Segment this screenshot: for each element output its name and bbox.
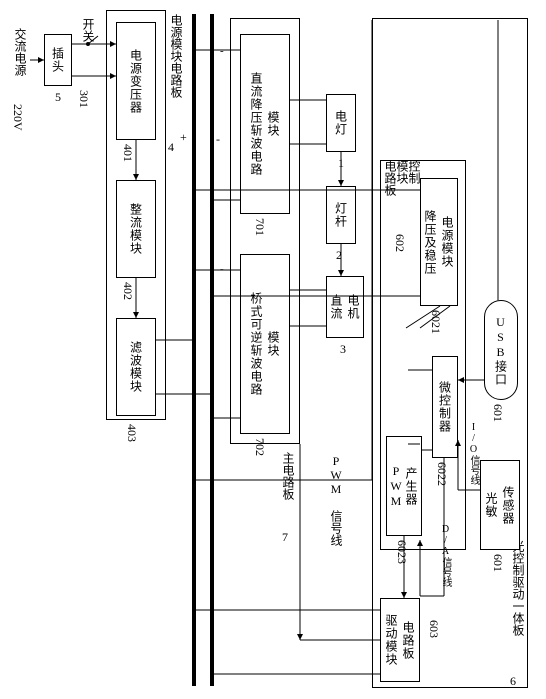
- psu-board-num: 4: [168, 140, 174, 155]
- ctrl-board-num: 602: [392, 234, 407, 252]
- switch-label: 开关: [80, 18, 97, 42]
- filter-box: 滤波模块: [116, 318, 156, 416]
- main-board-num: 7: [282, 530, 288, 545]
- pwm-line-label: PWM 信号线: [328, 454, 345, 546]
- mcu-num: 6022: [434, 462, 449, 486]
- svg-text:-: -: [220, 45, 224, 57]
- plug-num: 5: [55, 90, 61, 105]
- plus-rail: [192, 14, 196, 686]
- rectifier-box: 整流模块: [116, 180, 156, 278]
- ac-source-label: 交流电源: [12, 28, 29, 76]
- transformer-num: 401: [120, 144, 135, 162]
- mcu-box: 微控制器: [432, 356, 458, 458]
- buck-reg-num: 6021: [428, 310, 443, 334]
- bridge-box: 桥式可逆斩波电路 模块: [240, 254, 290, 434]
- pwm-gen-num: 6023: [394, 540, 409, 564]
- ctrl-board-label: 控制模块电路板: [384, 160, 420, 196]
- light-board-label: 光控制驱动一体板: [510, 540, 527, 636]
- transformer-box: 电源变压器: [116, 22, 156, 140]
- buck-reg-box: 降压及稳压 电源模块: [420, 178, 458, 306]
- usb-box: USB接口: [484, 300, 518, 400]
- driver-box: 驱动模块 电路板: [380, 598, 420, 682]
- psu-board-label: 电源模块电路板: [168, 14, 185, 98]
- minus-sign: -: [216, 132, 220, 147]
- usb-num: 601: [490, 404, 505, 422]
- ac-source-220v: 220V: [10, 104, 25, 131]
- da-line-label: D/A信号线: [438, 524, 453, 587]
- buck-num: 701: [252, 218, 267, 236]
- light-board-num: 6: [510, 674, 516, 689]
- main-board-label: 主电路板: [280, 452, 297, 500]
- svg-text:-: -: [220, 263, 224, 275]
- switch-num: 301: [76, 90, 91, 108]
- rectifier-num: 402: [120, 282, 135, 300]
- plus-sign: +: [180, 130, 187, 145]
- lamp-num: 1: [338, 156, 344, 171]
- driver-num: 603: [426, 620, 441, 638]
- photo-num: 601: [490, 554, 505, 572]
- plug-box: 插头: [44, 34, 72, 86]
- lamp-box: 电灯: [326, 94, 356, 152]
- motor-num: 3: [340, 342, 346, 357]
- buck-box: 直流降压斩波电路 模块: [240, 34, 290, 214]
- pole-num: 2: [336, 248, 342, 263]
- motor-box: 直流 电机: [326, 276, 364, 338]
- photo-box: 光敏 传感器: [480, 460, 520, 550]
- io-line-label: I/O信号线: [466, 422, 481, 485]
- pole-box: 灯杆: [326, 186, 356, 244]
- minus-rail: [210, 14, 214, 686]
- bridge-num: 702: [252, 438, 267, 456]
- pwm-gen-box: PWM 产生器: [386, 436, 422, 536]
- filter-num: 403: [124, 424, 139, 442]
